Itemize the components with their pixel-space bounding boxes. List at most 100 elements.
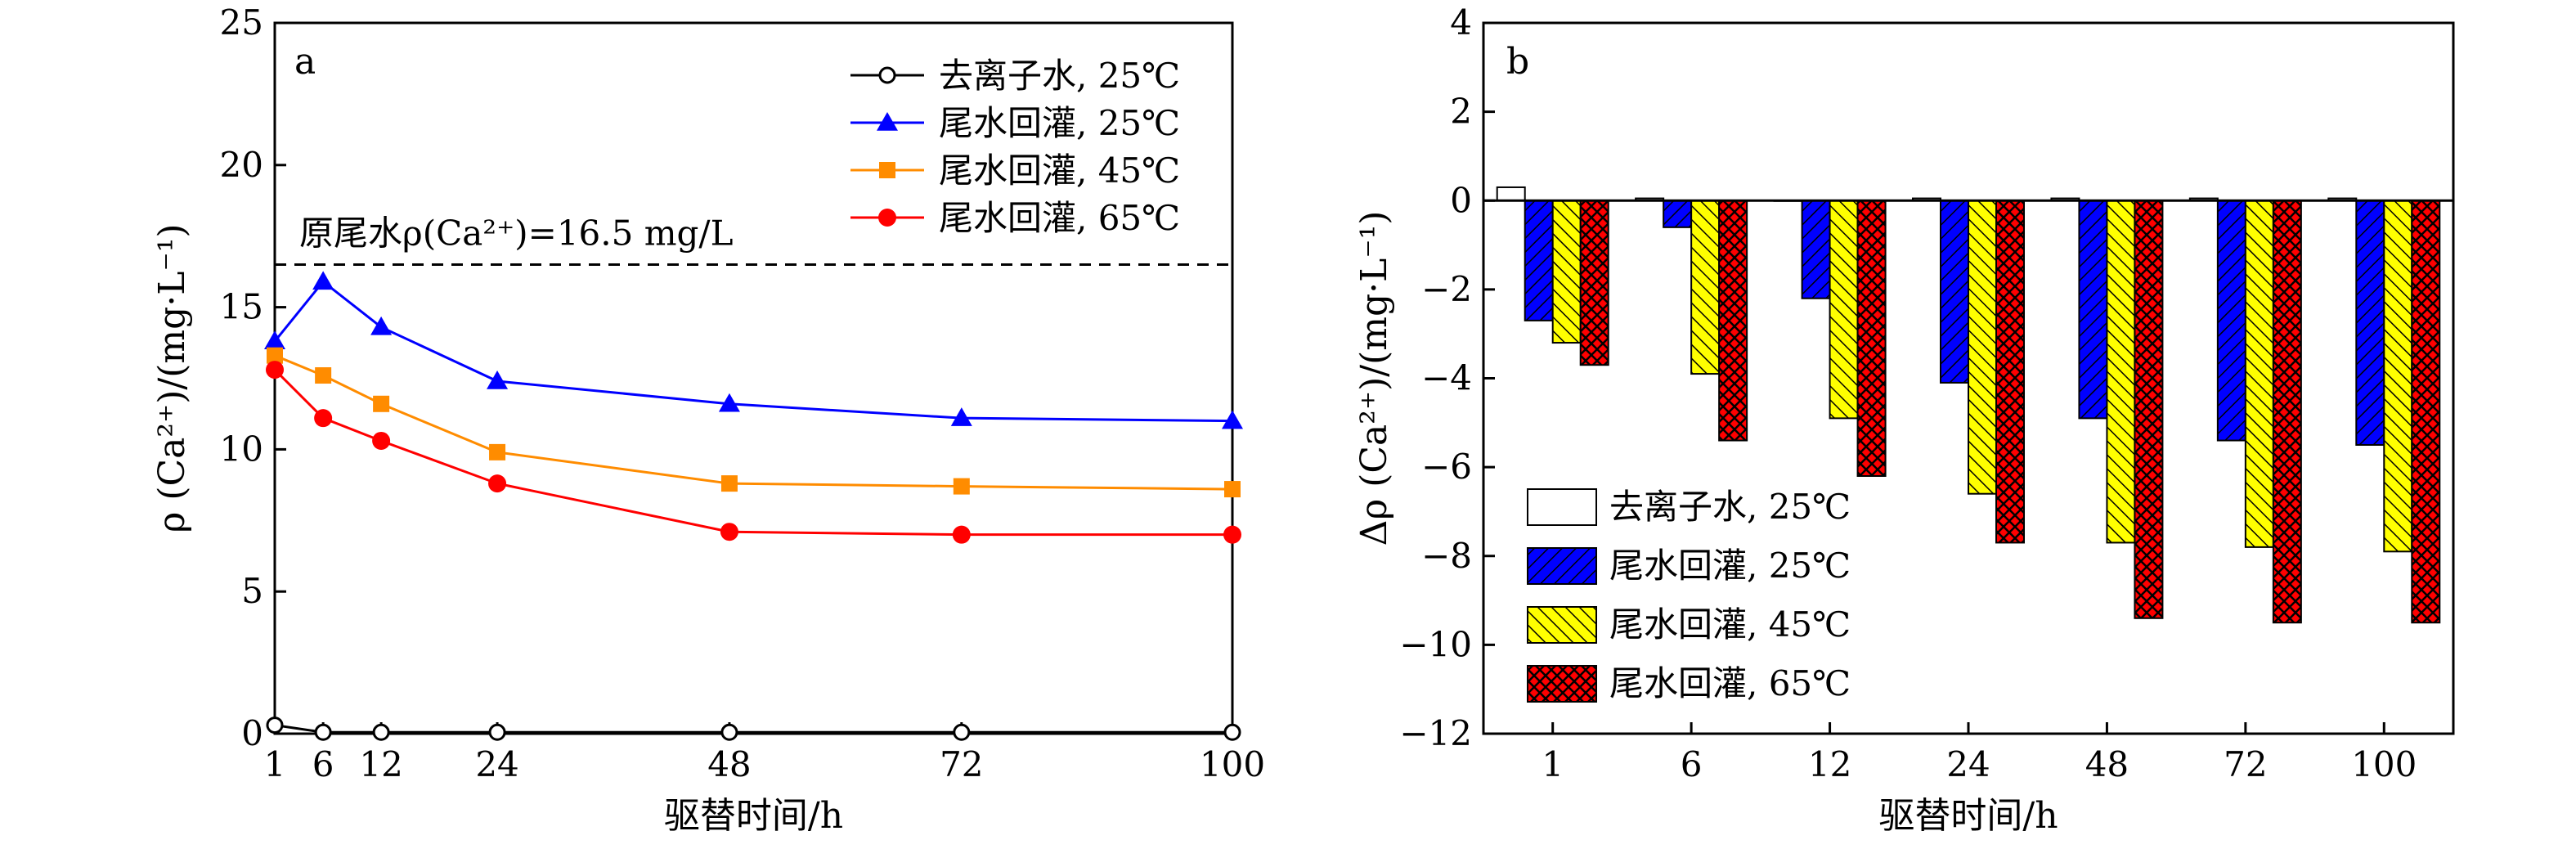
data-point-2-3 (489, 443, 506, 460)
legend-label: 尾水回灌, 65℃ (1609, 663, 1851, 703)
x-axis-label: 驱替时间/h (1878, 795, 2058, 837)
y-axis-label: ρ (Ca²⁺)/(mg·L⁻¹) (151, 223, 193, 532)
y-tick-label: −10 (1399, 624, 1472, 664)
data-point-3-2 (372, 431, 391, 450)
y-tick-label: −6 (1421, 447, 1472, 487)
x-tick-label: 48 (707, 744, 751, 784)
y-tick-label: 2 (1450, 92, 1472, 132)
data-point-0-5 (953, 723, 971, 741)
y-tick-label: 10 (220, 429, 263, 469)
bar-2-6 (2383, 200, 2413, 553)
x-tick-label: 100 (2351, 744, 2417, 784)
bar-1-0 (1524, 200, 1554, 321)
y-tick-label: 15 (220, 287, 263, 327)
legend-marker (878, 66, 896, 84)
legend-label: 尾水回灌, 25℃ (939, 103, 1180, 143)
bar-1-2 (1801, 200, 1831, 299)
y-tick-label: 25 (220, 2, 263, 43)
x-tick-label: 72 (940, 744, 983, 784)
data-point-1-0 (264, 330, 285, 350)
legend-marker (879, 162, 895, 178)
bar-1-5 (2216, 200, 2246, 442)
data-point-0-1 (314, 723, 332, 741)
bar-1-6 (2355, 200, 2385, 446)
legend-label: 尾水回灌, 65℃ (939, 198, 1180, 238)
y-tick-label: −4 (1421, 358, 1472, 398)
legend-swatch (1527, 606, 1597, 644)
panel-label: b (1506, 41, 1529, 83)
y-tick-label: 0 (241, 713, 263, 753)
data-point-0-3 (488, 723, 506, 741)
x-tick-label: 6 (1681, 744, 1703, 784)
x-tick-label: 100 (1200, 744, 1265, 784)
series-line-1 (273, 280, 1233, 423)
x-tick-label: 6 (312, 744, 334, 784)
data-point-0-2 (372, 723, 390, 741)
legend-marker (877, 112, 898, 131)
data-point-0-4 (720, 723, 738, 741)
data-point-1-4 (718, 393, 740, 412)
data-point-1-1 (312, 271, 334, 290)
reference-line-label: 原尾水ρ(Ca²⁺)=16.5 mg/L (299, 213, 733, 253)
legend-label: 尾水回灌, 45℃ (1609, 604, 1851, 645)
legend-label: 尾水回灌, 45℃ (939, 150, 1180, 191)
panel-a-line-chart: 0 5 10 15 20 25 1 6 12 24 48 72 100 驱替时间/h ρ (Ca²⁺)/(m… (151, 2, 1265, 837)
legend-swatch (1527, 665, 1597, 703)
bar-3-4 (2134, 200, 2164, 619)
legend-swatch (1527, 488, 1597, 526)
x-tick-label: 24 (1946, 744, 1990, 784)
data-point-3-1 (314, 409, 333, 428)
x-tick-label: 72 (2224, 744, 2267, 784)
data-point-3-6 (1223, 525, 1241, 544)
bar-3-1 (1718, 200, 1748, 442)
y-tick-label: 4 (1450, 2, 1472, 43)
bar-2-4 (2106, 200, 2136, 544)
y-tick-label: 20 (220, 145, 263, 185)
bar-2-2 (1829, 200, 1859, 420)
legend-label: 尾水回灌, 25℃ (1609, 546, 1851, 586)
x-tick-label: 1 (1542, 744, 1564, 784)
x-tick-label: 24 (475, 744, 518, 784)
x-axis-label: 驱替时间/h (664, 795, 843, 837)
series-line-0 (274, 724, 1232, 734)
data-point-2-1 (315, 367, 332, 384)
legend-marker (878, 209, 896, 227)
bar-1-3 (1940, 200, 1969, 384)
legend-label: 去离子水, 25℃ (1609, 487, 1851, 527)
bar-1-4 (2078, 200, 2108, 420)
x-tick-label: 1 (264, 744, 286, 784)
data-point-2-2 (373, 395, 390, 412)
bar-2-1 (1690, 200, 1721, 375)
data-point-2-0 (267, 347, 283, 364)
bar-3-6 (2411, 200, 2441, 624)
data-point-3-0 (266, 361, 284, 380)
legend-swatch (1527, 547, 1597, 585)
data-point-0-6 (1223, 723, 1241, 741)
bar-0-0 (1496, 186, 1526, 202)
bar-2-3 (1968, 200, 1997, 495)
y-tick-label: −8 (1421, 536, 1472, 576)
bar-2-5 (2244, 200, 2274, 548)
data-point-1-3 (487, 370, 509, 389)
bar-3-0 (1579, 200, 1609, 366)
bar-3-3 (1995, 200, 2025, 544)
data-point-1-2 (370, 316, 393, 335)
data-point-0-0 (266, 716, 284, 734)
data-point-1-6 (1222, 410, 1243, 429)
y-tick-label: −2 (1421, 269, 1472, 309)
series-line-3 (273, 369, 1232, 537)
legend-label: 去离子水, 25℃ (939, 56, 1180, 96)
data-point-3-3 (488, 474, 507, 493)
bar-3-2 (1856, 200, 1887, 477)
x-tick-label: 12 (1808, 744, 1851, 784)
data-point-1-5 (950, 407, 972, 426)
y-tick-label: 5 (241, 571, 263, 611)
series-line-2 (274, 354, 1233, 491)
y-tick-label: 0 (1450, 180, 1472, 220)
bar-3-5 (2272, 200, 2302, 624)
data-point-2-6 (1224, 481, 1241, 498)
panel-label: a (294, 41, 316, 83)
data-point-2-5 (953, 478, 970, 495)
